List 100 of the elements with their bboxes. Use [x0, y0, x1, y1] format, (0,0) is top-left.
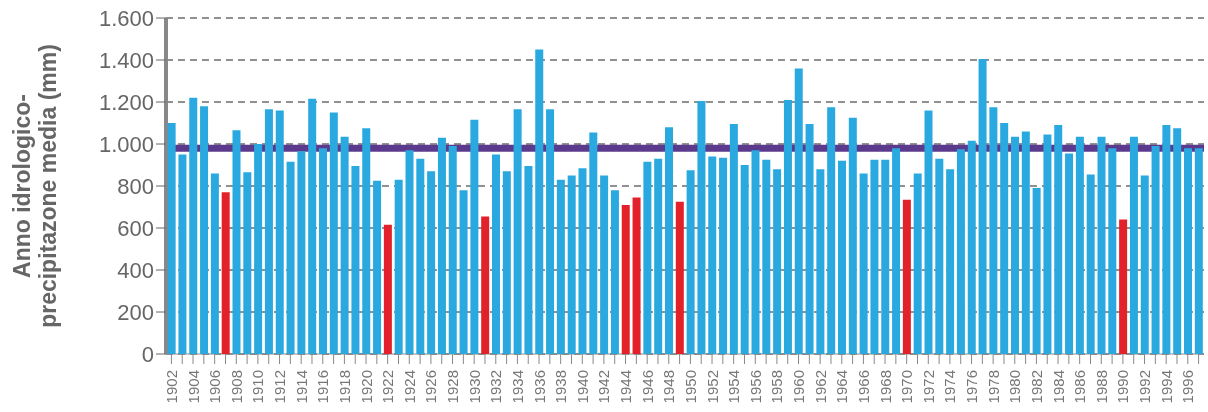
- bar: [329, 112, 338, 354]
- x-tick-label: 1916: [314, 370, 332, 404]
- x-tick-label: 1960: [790, 370, 808, 404]
- y-tick-label: 1.000: [98, 131, 154, 157]
- bar: [654, 158, 663, 354]
- x-tick-label: 1956: [746, 370, 764, 404]
- y-tick-label: 400: [117, 257, 154, 283]
- x-tick-label: 1908: [227, 370, 245, 404]
- x-tick-label: 1910: [249, 370, 267, 404]
- x-tick-label: 1922: [379, 370, 397, 404]
- bar: [340, 136, 349, 354]
- bar: [243, 172, 252, 354]
- bar: [978, 58, 987, 354]
- bar: [210, 173, 219, 354]
- bar: [956, 149, 965, 354]
- bar: [719, 157, 728, 354]
- x-tick-label: 1932: [487, 370, 505, 404]
- bar: [405, 150, 414, 354]
- y-tick-label: 1.600: [98, 5, 154, 31]
- x-tick-label: 1938: [552, 370, 570, 404]
- y-tick-label: 600: [117, 215, 154, 241]
- bar: [1000, 123, 1009, 354]
- bar: [805, 124, 814, 354]
- x-tick-label: 1912: [271, 370, 289, 404]
- x-tick-label: 1984: [1049, 370, 1067, 404]
- bar: [535, 49, 544, 354]
- bar: [827, 107, 836, 354]
- bar: [729, 124, 738, 354]
- y-tick-label: 800: [117, 173, 154, 199]
- y-tick-label: 1.200: [98, 89, 154, 115]
- bar: [546, 109, 555, 354]
- bar: [762, 159, 771, 354]
- x-tick-label: 1902: [162, 370, 180, 404]
- x-tick-label: 1964: [833, 370, 851, 404]
- bar: [1086, 174, 1095, 354]
- bar: [773, 169, 782, 354]
- x-tick-label: 1930: [465, 370, 483, 404]
- x-tick-label: 1924: [400, 370, 418, 404]
- bar: [1054, 125, 1063, 354]
- x-tick-label: 1980: [1006, 370, 1024, 404]
- bar: [178, 154, 187, 354]
- x-tick-label: 1978: [984, 370, 1002, 404]
- bar: [708, 156, 717, 354]
- x-tick-label: 1944: [617, 370, 635, 404]
- bar: [610, 190, 619, 354]
- bar: [351, 166, 360, 354]
- x-tick-label: 1994: [1157, 370, 1175, 404]
- bar: [967, 140, 976, 354]
- bar: [459, 190, 468, 354]
- bar: [383, 224, 392, 354]
- bar: [1065, 153, 1074, 354]
- x-tick-label: 1948: [660, 370, 678, 404]
- x-tick-label: 1918: [335, 370, 353, 404]
- bar: [902, 199, 911, 354]
- bar: [643, 161, 652, 354]
- x-tick-label: 1990: [1114, 370, 1132, 404]
- x-tick-label: 1988: [1092, 370, 1110, 404]
- bar: [946, 169, 955, 354]
- bar: [632, 197, 641, 354]
- x-tick-label: 1952: [703, 370, 721, 404]
- x-tick-label: 1962: [811, 370, 829, 404]
- x-tick-label: 1996: [1179, 370, 1197, 404]
- bar: [524, 166, 533, 354]
- x-tick-label: 1974: [941, 370, 959, 404]
- x-tick-label: 1928: [444, 370, 462, 404]
- x-tick-label: 1906: [206, 370, 224, 404]
- bar: [200, 106, 209, 354]
- x-tick-label: 1972: [919, 370, 937, 404]
- bar: [297, 151, 306, 354]
- bar: [697, 100, 706, 354]
- bar: [481, 216, 490, 354]
- bar: [848, 117, 857, 354]
- x-tick-label: 1954: [725, 370, 743, 404]
- bar: [513, 109, 522, 354]
- x-tick-label: 1936: [530, 370, 548, 404]
- bar: [1129, 136, 1138, 354]
- bar: [189, 97, 198, 354]
- bar: [621, 204, 630, 354]
- bar: [1043, 134, 1052, 354]
- bar: [1184, 148, 1192, 354]
- bar: [913, 173, 922, 354]
- x-tick-label: 1968: [876, 370, 894, 404]
- bar: [1011, 136, 1019, 354]
- bar: [859, 173, 868, 354]
- x-tick-label: 1914: [292, 370, 310, 404]
- bar: [751, 150, 760, 354]
- x-tick-label: 1970: [898, 370, 916, 404]
- bar: [286, 161, 295, 354]
- bar: [275, 110, 284, 354]
- bar: [232, 130, 241, 354]
- bar: [394, 179, 403, 354]
- x-tick-label: 1992: [1136, 370, 1154, 404]
- bar: [578, 168, 587, 354]
- x-tick-label: 1950: [681, 370, 699, 404]
- bar: [492, 154, 500, 354]
- bar: [1151, 146, 1160, 354]
- y-tick-label: 1.400: [98, 47, 154, 73]
- bar: [665, 127, 673, 354]
- bar: [1108, 148, 1117, 354]
- bar: [1162, 125, 1171, 354]
